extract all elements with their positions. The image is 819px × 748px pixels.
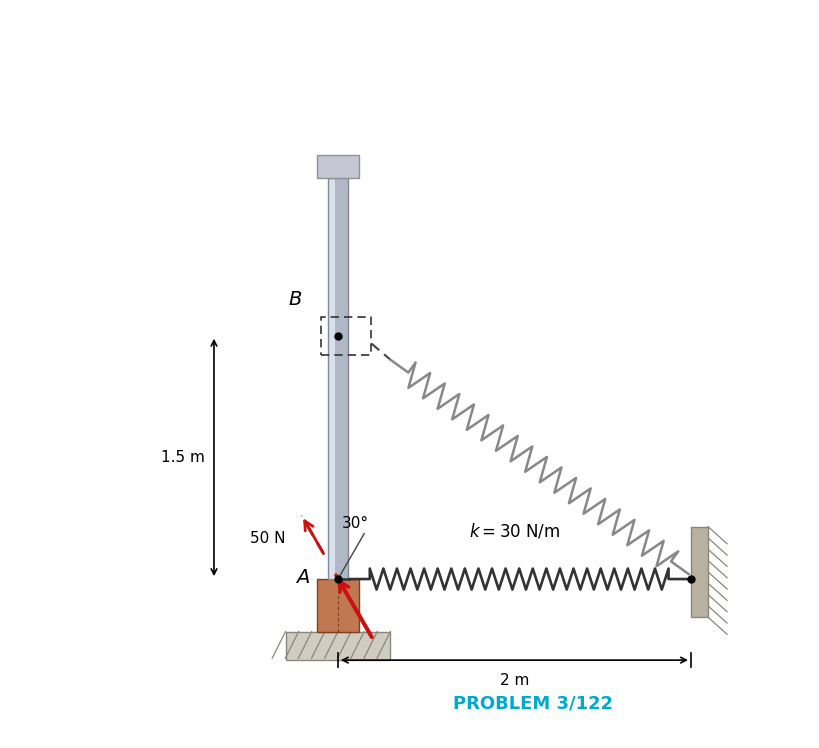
Bar: [691, 527, 708, 617]
Text: $k = 30$ N/m: $k = 30$ N/m: [468, 522, 560, 541]
Text: 2 m: 2 m: [500, 673, 529, 688]
Bar: [328, 179, 347, 579]
Bar: [317, 155, 359, 179]
Text: 30°: 30°: [342, 516, 369, 531]
Bar: [328, 179, 347, 579]
Text: 50 N: 50 N: [250, 532, 286, 547]
Text: B: B: [288, 290, 301, 309]
Bar: [328, 179, 335, 579]
Bar: [286, 631, 391, 660]
Bar: [342, 179, 347, 579]
Text: A: A: [296, 568, 310, 586]
Text: 1.5 m: 1.5 m: [161, 450, 205, 465]
Bar: [317, 579, 359, 631]
Text: PROBLEM 3/122: PROBLEM 3/122: [454, 694, 613, 712]
